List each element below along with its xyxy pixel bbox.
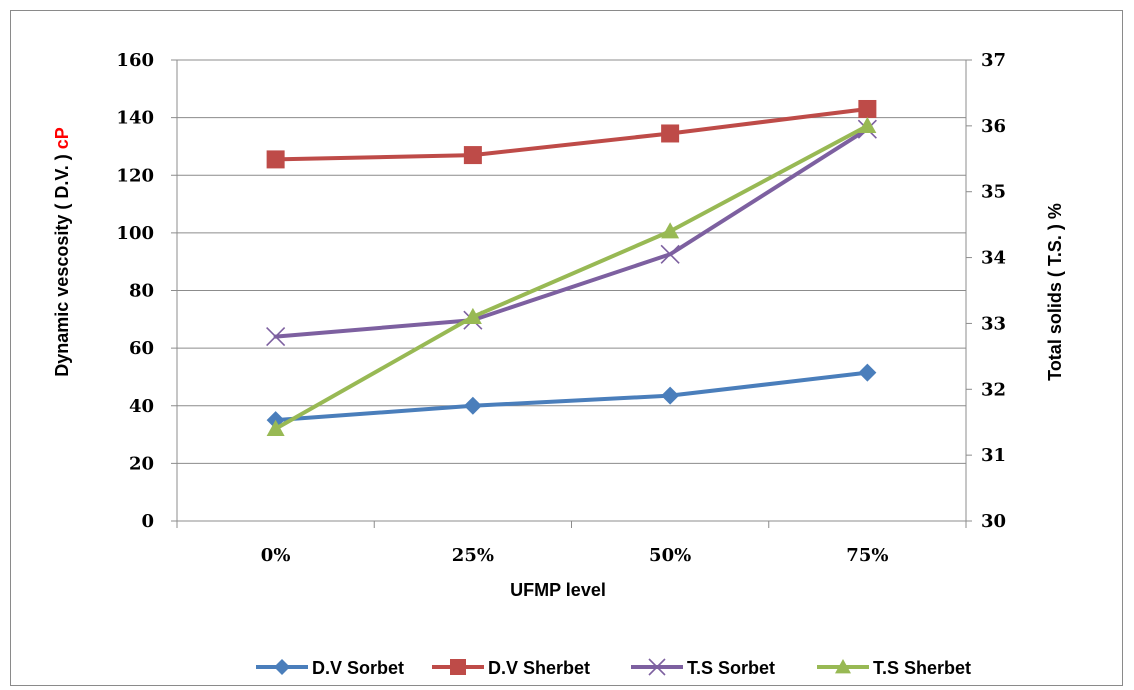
legend-label: T.S Sorbet [687,658,775,678]
left-tick-label: 20 [129,453,154,474]
triangle-marker [463,307,482,325]
legend-item: D.V Sherbet [432,658,590,678]
right-tick-label: 32 [981,379,1006,400]
square-marker [463,146,482,165]
x-tick-label: 75% [846,545,888,566]
x-marker [266,327,286,347]
y-axis-title-main: Dynamic vescosity ( D.V. ) [52,149,72,376]
x-axis-ticks: 0% 25% 50% 75% [176,521,967,566]
square-marker [266,150,285,169]
square-marker [450,659,466,675]
series-line [273,127,870,339]
right-tick-label: 30 [981,511,1006,532]
x-tick-label: 50% [649,545,691,566]
series-line [273,106,870,162]
diamond-marker [661,386,680,405]
series-layer [266,99,877,436]
triangle-marker [266,419,285,436]
square-marker [661,124,680,143]
triangle-marker [835,659,851,674]
y-axis-title-unit: cP [52,127,72,149]
square-marker [858,99,877,118]
legend: D.V Sorbet D.V Sherbet T.S Sorbet T.S Sherb… [256,658,971,678]
triangle-marker [858,116,877,134]
x-marker [648,658,666,676]
legend-item: D.V Sorbet [256,658,404,678]
right-tick-label: 33 [981,313,1006,334]
right-tick-label: 36 [981,116,1006,137]
right-tick-label: 37 [981,50,1006,71]
left-tick-label: 140 [116,108,154,129]
legend-label: D.V Sorbet [312,658,404,678]
y-axis-title: Dynamic vescosity ( D.V. ) cP [52,127,72,376]
series-line [273,123,870,431]
series-d-v-sorbet [266,363,877,430]
legend-item: T.S Sorbet [631,658,775,678]
diamond-marker [858,363,877,382]
y2-axis-title: Total solids ( T.S. ) % [1045,203,1065,381]
right-tick-label: 34 [981,248,1006,269]
diamond-marker [463,396,482,415]
legend-label: D.V Sherbet [488,658,590,678]
left-tick-label: 100 [116,223,154,244]
x-axis-title: UFMP level [510,580,606,600]
left-tick-label: 120 [116,165,154,186]
legend-item: T.S Sherbet [817,658,971,678]
x-marker-stroke [648,658,666,676]
series-t-s-sherbet [266,116,877,436]
x-marker-stroke [660,244,680,264]
left-axis-ticks: 0 20 40 60 80 100 120 140 160 [116,50,177,532]
x-tick-label: 0% [261,545,291,566]
right-axis-ticks: 30 31 32 33 34 35 36 37 [966,50,1006,532]
left-tick-label: 60 [129,338,154,359]
left-tick-label: 80 [129,281,154,302]
x-marker [660,244,680,264]
left-tick-label: 0 [141,511,154,532]
left-tick-label: 160 [116,50,154,71]
left-tick-label: 40 [129,396,154,417]
gridlines [177,59,966,464]
diamond-marker [274,659,290,675]
series-d-v-sherbet [266,99,877,169]
series-line [273,370,870,423]
x-tick-label: 25% [452,545,494,566]
triangle-marker [661,222,680,239]
legend-label: T.S Sherbet [873,658,971,678]
x-marker-stroke [266,327,286,347]
right-tick-label: 31 [981,445,1006,466]
right-tick-label: 35 [981,182,1006,203]
